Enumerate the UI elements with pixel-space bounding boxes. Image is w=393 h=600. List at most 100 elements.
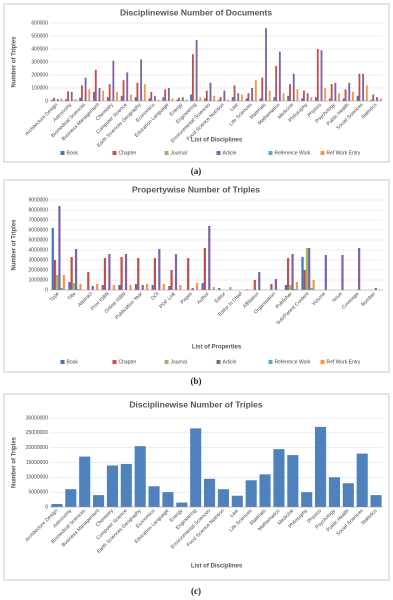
bar [358,73,361,101]
bar [231,97,234,101]
x-axis-title: List of Properties [192,345,242,351]
bar [330,84,333,101]
bar [58,206,61,290]
bar [187,258,190,290]
bar [261,77,264,101]
bar [148,98,151,101]
bar [376,97,378,101]
bar [56,275,59,290]
bar [284,285,287,290]
bar [324,88,327,101]
bar [324,255,327,290]
y-tick-label: 200000 [31,72,48,78]
bar [79,284,82,290]
bar [170,270,173,290]
legend-label: Book [67,150,79,156]
bar [342,483,354,507]
bar [164,89,167,101]
bar [122,80,125,101]
bar [51,228,54,290]
bar [199,97,202,101]
bar [259,474,271,507]
bar [208,226,211,290]
bar [195,283,199,290]
legend-label: Journal [171,359,187,365]
bar [118,285,121,290]
bar [278,51,281,101]
panel-border [3,179,390,373]
x-axis-title: List of Disciplines [191,564,243,570]
bar [205,90,208,101]
legend-label: Chapter [119,359,137,365]
bar [67,91,69,101]
legend-swatch [268,151,273,155]
caption: (b) [191,376,202,386]
bar [273,97,276,101]
bar [140,59,143,101]
bar [253,280,256,290]
legend-swatch [164,151,169,155]
bar [129,285,132,290]
bar [306,93,309,101]
bar [153,258,157,290]
bar [289,84,291,101]
x-tick-label: PDF Link [158,291,177,310]
bar [101,285,104,290]
bar [212,287,215,290]
bar [167,88,170,101]
bar [352,91,354,101]
x-tick-label: Pages [180,291,195,306]
y-axis-title: Number of Triples [12,36,18,88]
bar [251,88,254,101]
y-tick-label: 25000000 [26,430,48,436]
bar [365,85,368,101]
y-tick-label: 300000 [31,59,48,65]
bar [342,98,345,101]
y-tick-label: 0 [45,98,48,104]
y-tick-label: 100000 [31,85,48,91]
legend-swatch [60,151,65,155]
legend-label: Article [223,359,237,365]
bar [341,255,344,290]
bar [274,279,277,290]
legend-label: Reference Work [275,359,312,365]
bar [74,249,78,290]
bar [116,91,118,101]
y-tick-label: 9000000 [29,197,49,203]
bar [218,288,221,290]
x-tick-label: Coverage [341,291,361,311]
bar [268,90,271,101]
bar [286,258,290,290]
bar [358,248,361,290]
bar [247,93,250,101]
bar [379,98,382,101]
legend-label: Chapter [119,150,137,156]
bar [328,98,331,101]
bar [245,480,257,507]
bar [65,489,77,507]
bar [60,288,63,290]
legend-label: Ref Work Entry [327,359,361,365]
x-tick-label: Law [229,102,240,113]
bar [53,260,57,290]
bar [103,258,107,290]
bar [157,99,160,101]
legend-swatch [112,360,117,364]
x-tick-label: Issue [331,291,344,304]
bar [56,99,59,101]
bar [72,283,75,290]
y-tick-label: 1000000 [29,277,49,283]
bar [185,99,188,101]
bar [120,95,123,101]
bar [287,455,299,507]
x-tick-label: Editor [214,291,228,305]
panel-border [3,393,390,581]
bar [320,50,323,101]
bar [151,285,154,290]
bar [219,97,222,101]
bar [370,495,382,507]
bar [213,95,216,101]
bar [112,60,115,101]
bar [96,100,99,101]
